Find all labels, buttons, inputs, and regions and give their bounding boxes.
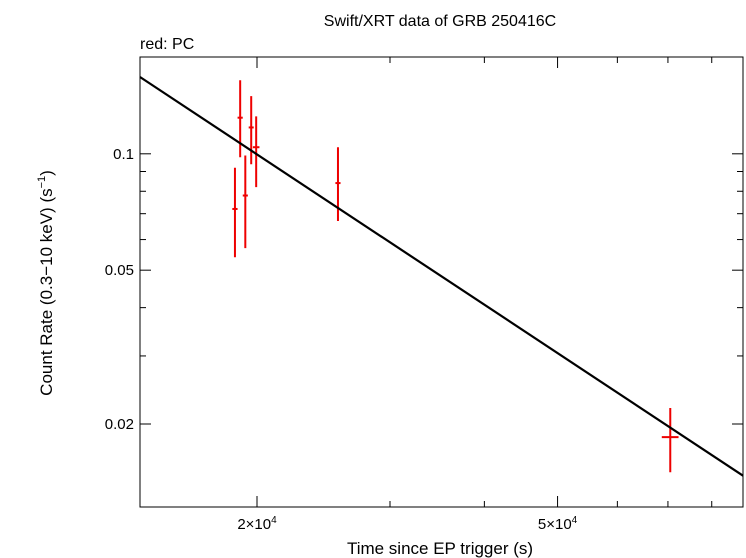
x-axis-label: Time since EP trigger (s) <box>347 539 533 558</box>
model-line <box>139 76 744 477</box>
x-tick-mantissa: 5×10 <box>538 516 572 533</box>
data-point <box>232 167 238 258</box>
y-tick-label: 0.05 <box>105 262 134 279</box>
chart-subtitle: red: PC <box>140 36 194 53</box>
chart-title: Swift/XRT data of GRB 250416C <box>324 13 556 30</box>
y-axis-label-close: ) <box>37 170 56 176</box>
data-points <box>232 80 679 473</box>
data-point <box>242 155 248 249</box>
data-point <box>661 408 679 473</box>
x-tick-exponent: 4 <box>572 515 578 526</box>
x-tick-label: 2×104 <box>237 515 277 533</box>
data-point <box>248 96 254 165</box>
x-tick-mantissa: 2×10 <box>237 516 271 533</box>
axis-ticks <box>140 57 743 507</box>
plot-frame <box>139 56 744 508</box>
data-point <box>252 116 260 188</box>
y-tick-label: 0.02 <box>105 416 134 433</box>
y-tick-label: 0.1 <box>113 146 134 163</box>
x-tick-exponent: 4 <box>271 515 277 526</box>
y-axis-label-sup: −1 <box>36 176 48 189</box>
y-axis-label: Count Rate (0.3−10 keV) (s−1) <box>36 170 56 396</box>
y-axis-label-main: Count Rate (0.3−10 keV) (s <box>37 188 56 395</box>
x-tick-label: 5×104 <box>538 515 578 533</box>
